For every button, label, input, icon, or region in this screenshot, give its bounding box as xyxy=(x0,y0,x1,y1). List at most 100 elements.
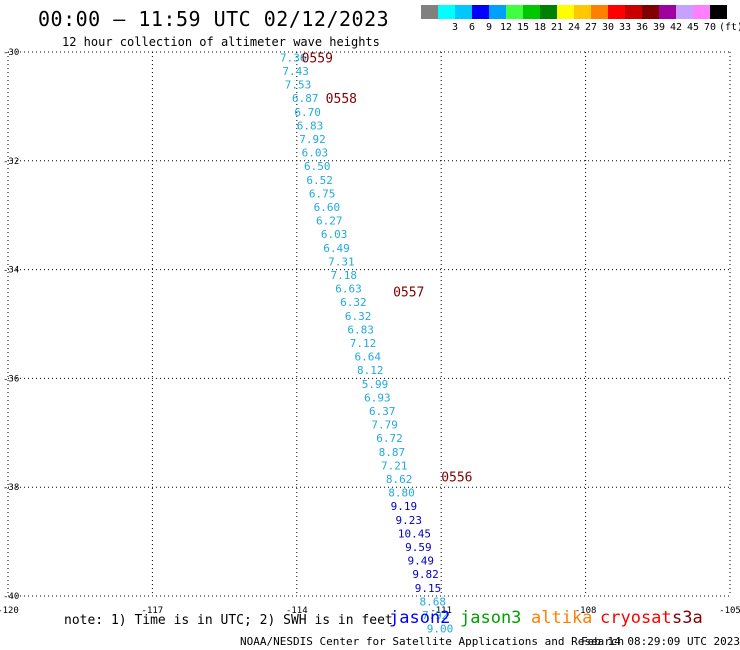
wave-height-value: 10.45 xyxy=(398,527,431,540)
wave-height-value: 7.79 xyxy=(371,419,398,432)
satellite-altika: altika xyxy=(531,608,593,628)
legend-swatch xyxy=(574,5,591,19)
legend-swatch xyxy=(523,5,540,19)
wave-height-value: 7.92 xyxy=(422,609,449,622)
wave-height-value: 6.03 xyxy=(302,147,329,160)
wave-height-value: 9.49 xyxy=(408,555,435,568)
lat-tick-label: -34 xyxy=(3,266,19,276)
lon-tick-label: -105 xyxy=(719,606,740,616)
wave-height-value: 8.62 xyxy=(386,473,413,486)
wave-height-value: 8.68 xyxy=(420,595,447,608)
legend-swatch xyxy=(472,5,489,19)
legend-label: 15 xyxy=(516,22,530,33)
lon-tick-label: -108 xyxy=(575,606,597,616)
wave-height-value: 6.70 xyxy=(294,106,321,119)
legend-label: 9 xyxy=(485,22,493,33)
wave-height-value: 7.18 xyxy=(330,269,357,282)
legend-swatch xyxy=(693,5,710,19)
legend-label: 18 xyxy=(533,22,547,33)
wave-height-value: 6.93 xyxy=(364,391,391,404)
legend-swatch xyxy=(625,5,642,19)
legend-label: 27 xyxy=(584,22,598,33)
lat-tick-label: -38 xyxy=(3,483,19,493)
footer-note: note: 1) Time is in UTC; 2) SWH is in fe… xyxy=(64,613,393,628)
legend-label: 45 xyxy=(686,22,700,33)
wave-height-value: 8.80 xyxy=(388,487,415,500)
legend-label: 36 xyxy=(635,22,649,33)
wave-height-value: 6.32 xyxy=(340,296,367,309)
legend-unit: (ft) xyxy=(719,22,740,33)
lat-tick-label: -30 xyxy=(3,48,19,58)
wave-height-value: 6.49 xyxy=(323,242,350,255)
legend-swatch xyxy=(540,5,557,19)
wave-height-value: 9.23 xyxy=(395,514,422,527)
wave-height-value: 8.87 xyxy=(379,446,406,459)
wave-height-value: 9.15 xyxy=(415,582,442,595)
wave-height-value: 6.37 xyxy=(369,405,396,418)
legend-label: 21 xyxy=(550,22,564,33)
wave-height-value: 6.32 xyxy=(345,310,372,323)
wave-height-value: 7.92 xyxy=(299,133,326,146)
legend-label: 42 xyxy=(669,22,683,33)
wave-height-value: 9.00 xyxy=(427,623,454,636)
lon-tick-label: -117 xyxy=(142,606,164,616)
wave-height-value: 6.50 xyxy=(304,160,331,173)
wave-height-value: 6.87 xyxy=(292,92,319,105)
legend-swatch xyxy=(591,5,608,19)
wave-height-value: 7.12 xyxy=(350,337,377,350)
lat-tick-label: -32 xyxy=(3,157,19,167)
lat-tick-label: -36 xyxy=(3,374,19,384)
wave-height-value: 6.72 xyxy=(376,432,403,445)
lat-tick-label: -40 xyxy=(3,592,19,602)
time-label: 0557 xyxy=(393,285,424,300)
legend-swatch xyxy=(608,5,625,19)
legend-swatch xyxy=(438,5,455,19)
legend-label: 30 xyxy=(601,22,615,33)
satellite-jason2: jason2 xyxy=(389,608,451,628)
wave-height-value: 9.82 xyxy=(412,568,439,581)
legend-label: 6 xyxy=(468,22,476,33)
lon-tick-label: -120 xyxy=(0,606,19,616)
wave-height-value: 5.99 xyxy=(362,378,389,391)
wave-height-value: 7.36 xyxy=(280,51,307,64)
satellite-jason3: jason3 xyxy=(460,608,522,628)
legend-swatch xyxy=(506,5,523,19)
map-title: 00:00 – 11:59 UTC 02/12/2023 xyxy=(38,7,390,31)
wave-height-value: 7.43 xyxy=(282,65,309,78)
map-subtitle: 12 hour collection of altimeter wave hei… xyxy=(62,35,380,49)
legend-label: 3 xyxy=(451,22,459,33)
time-label: 0556 xyxy=(441,470,472,485)
wave-height-value: 6.27 xyxy=(316,215,343,228)
legend-label: 12 xyxy=(499,22,513,33)
wave-height-value: 6.63 xyxy=(335,283,362,296)
legend-swatch xyxy=(455,5,472,19)
wave-height-value: 7.21 xyxy=(381,459,408,472)
legend-swatch xyxy=(659,5,676,19)
observation-track: 7.367.437.536.876.706.837.926.036.506.52… xyxy=(280,51,453,635)
lon-tick-label: -114 xyxy=(286,606,308,616)
wave-height-value: 6.83 xyxy=(347,323,374,336)
legend-label: 70 xyxy=(703,22,717,33)
legend-swatch xyxy=(710,5,727,19)
grid-lines xyxy=(7,51,731,597)
legend-swatch xyxy=(557,5,574,19)
satellite-cryosat: cryosat xyxy=(600,608,672,628)
wave-height-value: 6.64 xyxy=(355,351,382,364)
wave-height-value: 9.59 xyxy=(405,541,432,554)
wave-height-value: 6.03 xyxy=(321,228,348,241)
satellite-s3a: s3a xyxy=(672,608,703,628)
axis-ticks: -30 -32 -34 -36 -38 -40 -120 -117 -114 -111 -108 -1… xyxy=(0,48,740,616)
wave-height-value: 6.52 xyxy=(306,174,333,187)
wave-height-value: 6.83 xyxy=(297,119,324,132)
legend-label: 24 xyxy=(567,22,581,33)
legend-swatch xyxy=(642,5,659,19)
credit-text: NOAA/NESDIS Center for Satellite Applica… xyxy=(240,635,625,648)
lon-tick-label: -111 xyxy=(430,606,452,616)
wave-height-value: 8.12 xyxy=(357,364,384,377)
legend-swatch xyxy=(489,5,506,19)
wave-height-value: 9.19 xyxy=(391,500,418,513)
wave-height-value: 6.75 xyxy=(309,187,336,200)
legend-swatch xyxy=(676,5,693,19)
legend-label: 39 xyxy=(652,22,666,33)
